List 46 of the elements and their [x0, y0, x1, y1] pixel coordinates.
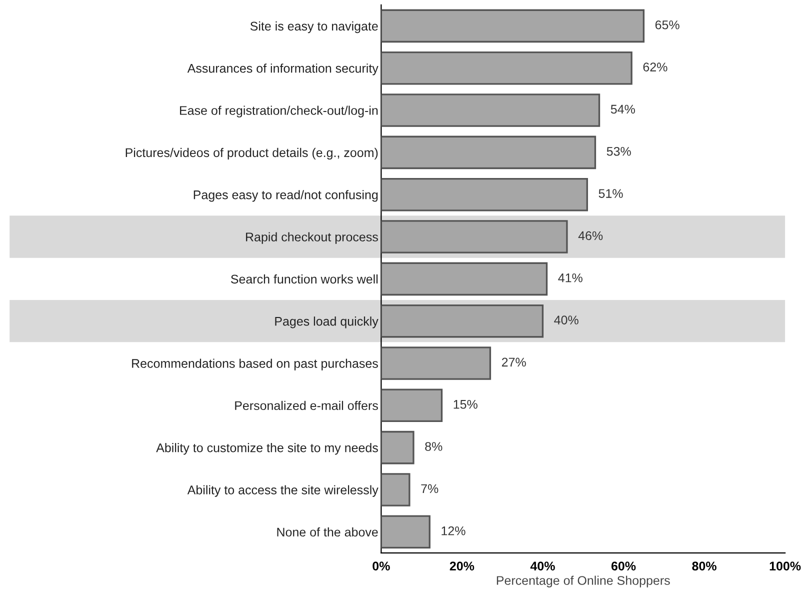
bar	[381, 9, 645, 43]
y-tick-label: Search function works well	[230, 274, 378, 284]
y-tick-label: None of the above	[277, 527, 378, 537]
data-label: 51%	[598, 189, 623, 198]
bar	[381, 515, 430, 549]
y-tick-label: Site is easy to navigate	[250, 21, 378, 34]
bar	[381, 220, 568, 254]
data-label: 53%	[606, 146, 631, 156]
bar	[381, 304, 544, 338]
data-label: 12%	[442, 526, 466, 536]
y-tick-label: Personalized e-mail offers	[235, 400, 378, 410]
bar	[381, 136, 596, 170]
x-tick-label: 60%	[611, 562, 636, 570]
x-tick-label: 40%	[530, 562, 555, 570]
bar	[381, 473, 410, 506]
y-tick-label: Ability to customize the site to my needs	[156, 443, 378, 455]
y-tick-label: Ease of registration/check-out/log-in	[180, 106, 378, 118]
bar	[381, 346, 492, 380]
x-tick-label: 20%	[450, 562, 474, 570]
bar	[381, 430, 414, 464]
y-tick-label: Pages easy to read/not confusing	[194, 190, 378, 202]
data-label: 8%	[425, 442, 442, 451]
data-label: 40%	[554, 316, 578, 324]
data-label: 65%	[655, 20, 680, 30]
x-tick-label: 100%	[770, 562, 801, 570]
data-label: 41%	[558, 273, 582, 282]
x-tick-label: 80%	[692, 562, 716, 570]
x-tick-label: 0%	[372, 562, 390, 570]
y-tick-label: Ability to access the site wirelessly	[187, 485, 378, 497]
bar	[381, 262, 548, 296]
data-label: 54%	[610, 104, 635, 114]
y-tick-label: Pictures/videos of product details (e.g., zoom)	[126, 148, 378, 160]
bar	[381, 178, 588, 212]
y-tick-label: Recommendations based on past purchases	[132, 358, 378, 370]
data-label: 27%	[502, 358, 526, 367]
y-tick-label: Assurances of information security	[187, 64, 378, 76]
y-tick-label: Pages load quickly	[275, 316, 378, 328]
bar	[381, 51, 632, 85]
bar	[381, 94, 600, 127]
x-axis-title: Percentage of Online Shoppers	[496, 576, 670, 588]
data-label: 15%	[454, 400, 478, 409]
data-label: 7%	[421, 484, 438, 494]
data-label: 62%	[643, 62, 668, 72]
data-label: 46%	[578, 231, 603, 240]
y-tick-label: Rapid checkout process	[246, 232, 378, 244]
bar	[381, 388, 443, 422]
